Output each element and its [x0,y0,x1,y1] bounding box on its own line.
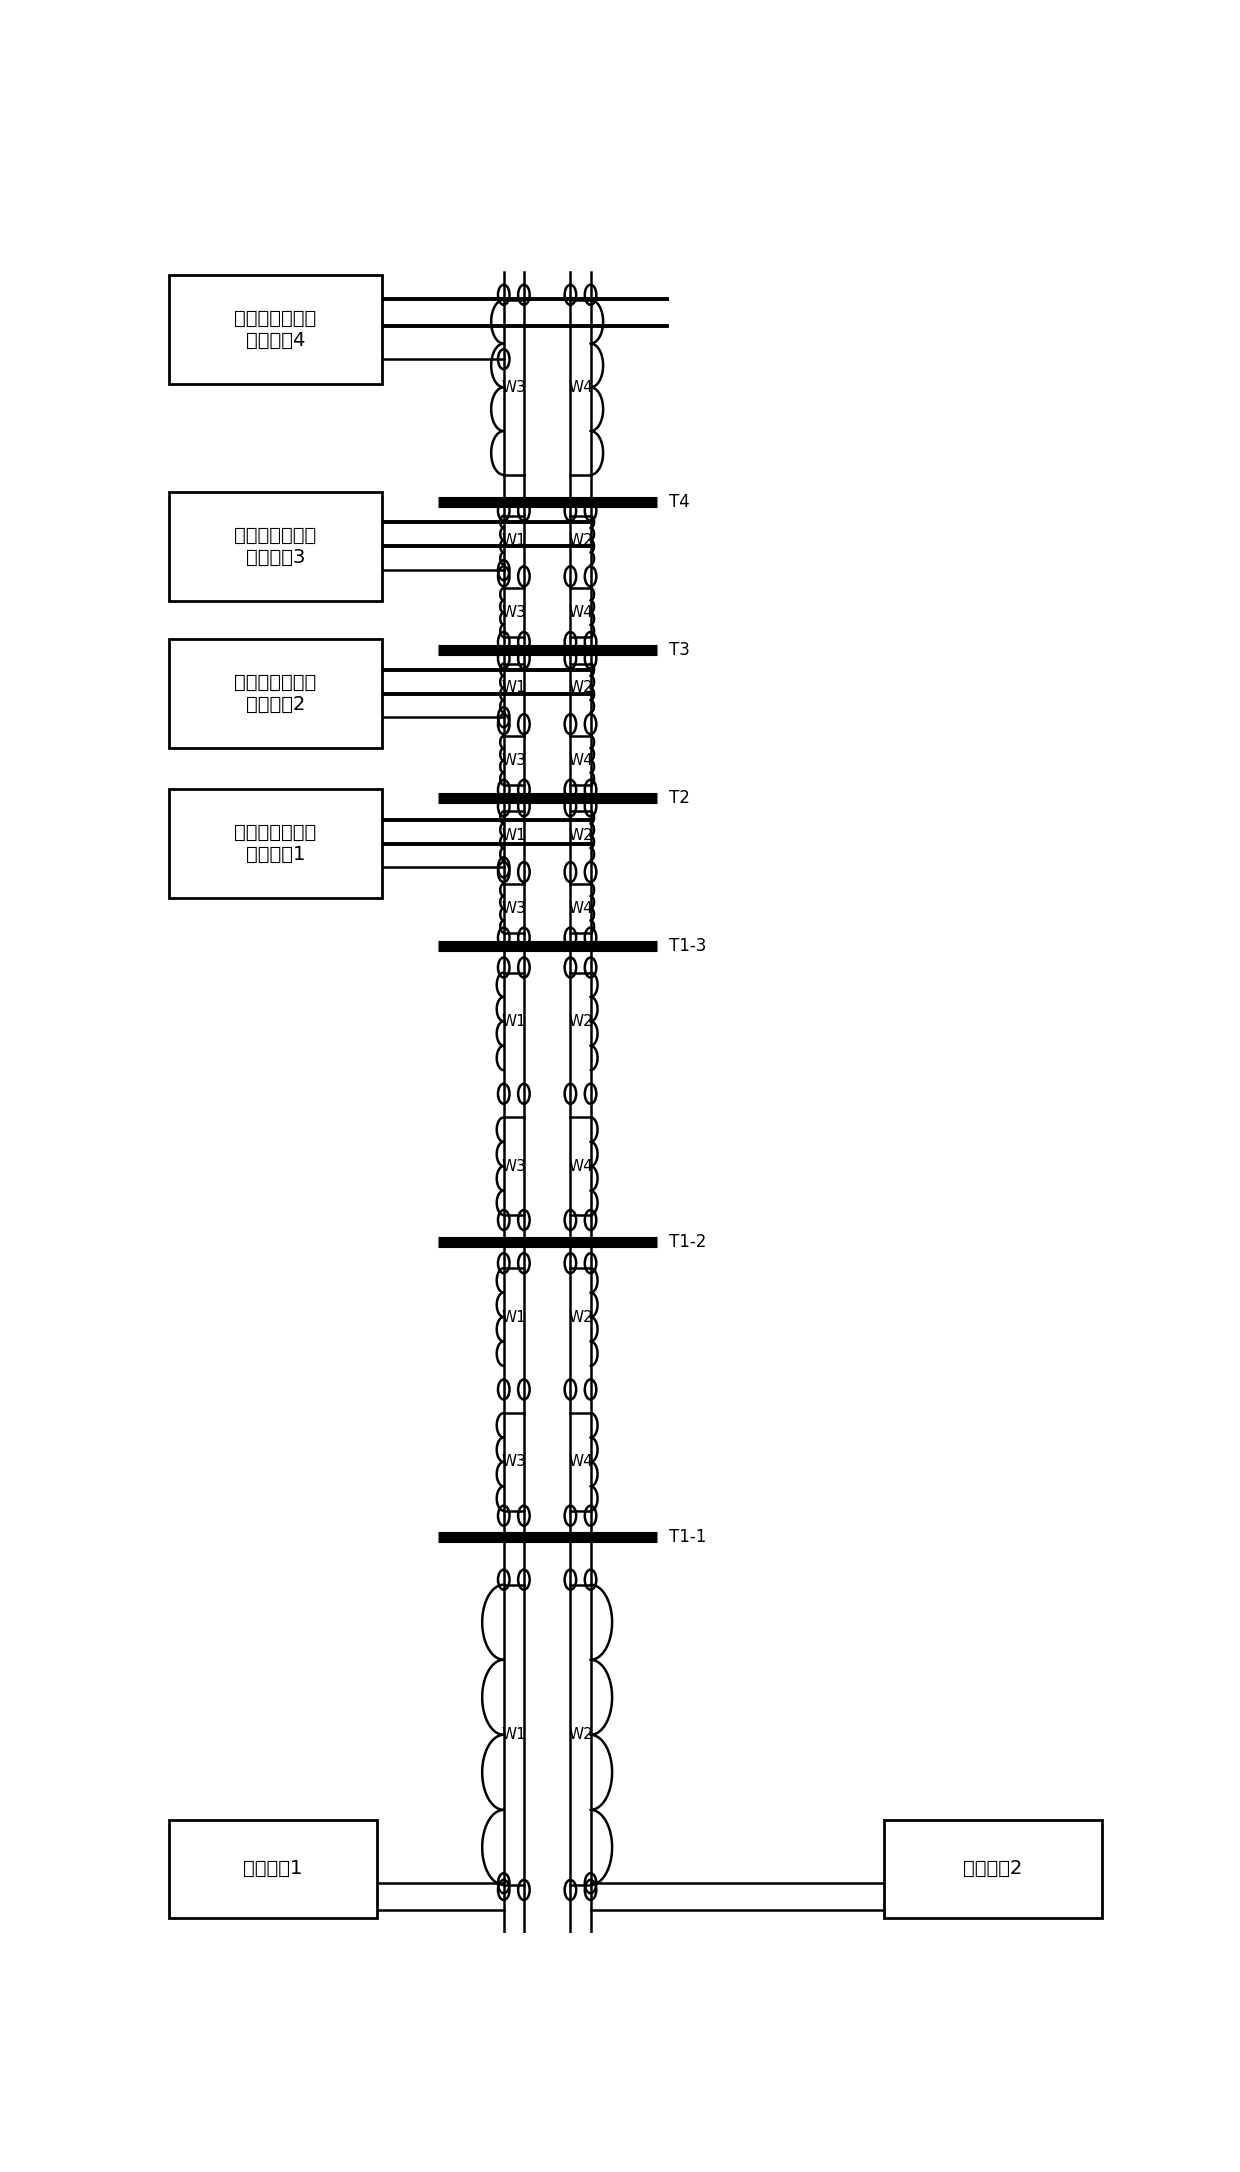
Text: W4: W4 [568,1158,593,1173]
Text: W2: W2 [568,1727,593,1742]
Text: W1: W1 [501,680,526,695]
Bar [883,1820,1102,1918]
Bar [169,639,382,747]
Text: W1: W1 [501,828,526,843]
Text: W3: W3 [501,1455,526,1470]
Bar [169,788,382,899]
Text: T2: T2 [668,788,689,808]
Text: 高压直流断路器
冗余电源2: 高压直流断路器 冗余电源2 [234,673,316,715]
Text: T4: T4 [668,493,689,510]
Text: W2: W2 [568,828,593,843]
Text: 高压直流断路器
冗余电源3: 高压直流断路器 冗余电源3 [234,526,316,567]
Text: 高压直流断路器
冗余电源4: 高压直流断路器 冗余电源4 [234,308,316,350]
Text: W4: W4 [568,754,593,769]
Text: T1-1: T1-1 [668,1529,706,1546]
Text: T3: T3 [668,641,689,660]
Text: 供能电源2: 供能电源2 [963,1859,1023,1879]
Text: T1-2: T1-2 [668,1234,706,1251]
Text: W1: W1 [501,1310,526,1325]
Text: W3: W3 [501,606,526,619]
Text: W2: W2 [568,532,593,547]
Text: W4: W4 [568,380,593,395]
Bar [169,491,382,602]
Text: W4: W4 [568,606,593,619]
Text: T1-3: T1-3 [668,936,706,956]
Text: W2: W2 [568,1014,593,1030]
Text: W4: W4 [568,901,593,917]
Text: W1: W1 [501,1727,526,1742]
Text: W3: W3 [501,1158,526,1173]
Bar [169,274,382,384]
Text: 供能电源1: 供能电源1 [243,1859,303,1879]
Text: W3: W3 [501,380,526,395]
Text: W2: W2 [568,680,593,695]
Text: W3: W3 [501,901,526,917]
Text: 高压直流断路器
冗余电源1: 高压直流断路器 冗余电源1 [234,823,316,864]
Bar [169,1820,377,1918]
Text: W2: W2 [568,1310,593,1325]
Text: W4: W4 [568,1455,593,1470]
Text: W1: W1 [501,1014,526,1030]
Text: W1: W1 [501,532,526,547]
Text: W3: W3 [501,754,526,769]
